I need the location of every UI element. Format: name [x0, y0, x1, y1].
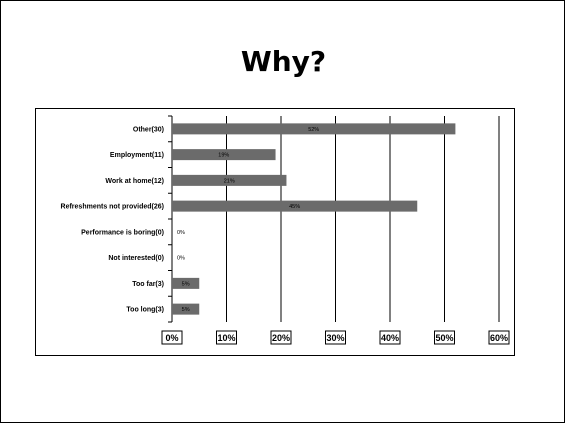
x-tick-label: 30%	[326, 333, 344, 343]
category-label: Too far(3)	[132, 281, 164, 288]
data-label: 5%	[182, 307, 190, 313]
category-label: Employment(11)	[110, 152, 164, 159]
x-tick-label: 40%	[381, 333, 399, 343]
bar	[172, 149, 276, 161]
x-tick-label: 50%	[435, 333, 453, 343]
bar	[172, 277, 200, 289]
x-tick-box	[270, 330, 292, 345]
x-tick-box	[216, 330, 237, 345]
x-tick-label: 0%	[165, 333, 178, 343]
data-label: 5%	[182, 281, 190, 287]
bar	[172, 174, 287, 186]
category-label: Work at home(12)	[105, 178, 164, 185]
x-tick-label: 60%	[490, 333, 508, 343]
data-label: 19%	[218, 153, 229, 159]
x-tick-box	[325, 330, 346, 345]
bar	[172, 303, 200, 315]
x-tick-box	[379, 330, 401, 345]
x-tick-box	[434, 330, 455, 345]
data-label: 45%	[289, 204, 300, 210]
category-label: Other(30)	[133, 126, 164, 133]
slide-title: Why?	[240, 45, 327, 78]
data-label: 52%	[308, 127, 319, 133]
x-tick-label: 20%	[272, 333, 290, 343]
x-tick-label: 10%	[217, 333, 235, 343]
bar	[172, 123, 456, 135]
x-tick-box	[488, 330, 510, 345]
x-tick-box	[161, 330, 183, 345]
data-label: 0%	[177, 256, 185, 262]
category-label: Performance is boring(0)	[81, 229, 164, 236]
data-label: 21%	[224, 178, 235, 184]
category-label: Refreshments not provided(26)	[61, 204, 164, 211]
bar	[172, 200, 418, 212]
data-label: 0%	[177, 230, 185, 236]
category-label: Too long(3)	[126, 307, 164, 314]
category-label: Not interested(0)	[108, 255, 164, 262]
